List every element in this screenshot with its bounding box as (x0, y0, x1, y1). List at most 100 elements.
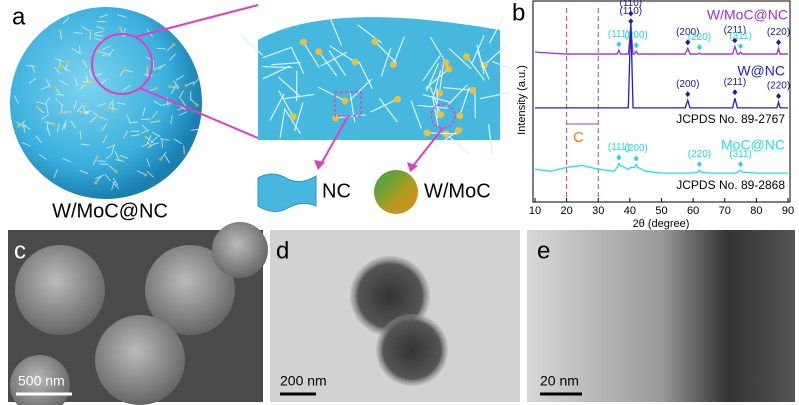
sheet (302, 41, 320, 68)
petal (170, 115, 173, 125)
peak-label: (111) (608, 142, 630, 153)
sheet (283, 107, 301, 134)
petal (143, 73, 153, 77)
petal (146, 170, 154, 178)
sheet (318, 86, 346, 102)
arrow-head (314, 160, 325, 170)
sheet (427, 132, 458, 135)
sheet (328, 49, 346, 76)
sheet (446, 84, 468, 107)
particle (58, 28, 62, 33)
petal (35, 135, 42, 144)
petal (153, 65, 162, 71)
particle (184, 83, 188, 88)
sheet (466, 56, 486, 81)
petal (79, 45, 81, 55)
particle (159, 157, 163, 161)
annotation: JCPDS No. 89-2767 (676, 112, 785, 126)
petal (99, 78, 108, 86)
x-tick-label: 50 (655, 205, 667, 217)
petal (53, 67, 61, 75)
petal (62, 17, 70, 25)
panel-label: d (276, 237, 289, 264)
particle (95, 315, 185, 405)
x-tick-label: 20 (561, 205, 573, 217)
peak-marker (633, 42, 639, 49)
petal (128, 121, 139, 124)
peak-marker (633, 155, 639, 162)
petal (104, 174, 112, 182)
sheet (271, 61, 302, 66)
hrtem-image (527, 230, 795, 402)
particle (95, 155, 99, 159)
particle (145, 66, 149, 70)
petal (94, 37, 103, 42)
petal (95, 174, 104, 180)
annotation: JCPDS No. 89-2868 (676, 178, 785, 192)
sheet (318, 51, 338, 77)
particle (53, 85, 58, 90)
xrd-chart: 10 20 30 40 50 60 70 80 90 2θ (degree) Intensity (… (516, 0, 794, 230)
peak-marker (616, 41, 622, 48)
panel-d: d 200 nm (270, 230, 520, 402)
sheet (426, 63, 440, 92)
petal (79, 169, 89, 175)
x-tick-label: 10 (529, 205, 541, 217)
petal (76, 104, 84, 113)
petal (180, 98, 187, 107)
petal (22, 123, 26, 133)
particle (16, 124, 21, 128)
particle (168, 101, 172, 105)
petal (178, 111, 188, 116)
petal (175, 75, 184, 81)
particle (394, 95, 402, 103)
sheet (349, 92, 356, 123)
particle (35, 105, 39, 109)
series-name: W@NC (737, 63, 785, 79)
zoom-line (139, 87, 259, 139)
petal (106, 144, 116, 149)
nc-icon (257, 173, 317, 212)
peak-label: (220) (767, 27, 790, 38)
petals (14, 14, 200, 191)
particle (111, 109, 115, 113)
particle (118, 26, 122, 30)
particle (148, 117, 152, 121)
petal (45, 78, 51, 88)
sheet (262, 46, 292, 59)
particle (195, 103, 199, 107)
petal (116, 102, 126, 105)
sheet (448, 47, 472, 70)
zoom-line (134, 4, 259, 38)
petal (36, 100, 45, 105)
sheet (284, 93, 315, 100)
petal (81, 25, 90, 32)
peak-label: (211) (724, 77, 747, 88)
x-tick-label: 60 (687, 205, 699, 217)
sheet (491, 60, 521, 73)
particle (172, 42, 176, 47)
sphere (10, 7, 202, 199)
petal (61, 121, 67, 131)
region-label: C (573, 129, 584, 146)
wmoc-icon (374, 170, 418, 214)
panel-label: c (14, 237, 26, 264)
particle (299, 38, 307, 46)
peak-marker (696, 161, 702, 168)
petal (70, 120, 77, 129)
particle (423, 129, 431, 137)
sheet (278, 90, 294, 117)
petal (40, 85, 50, 90)
particle (83, 102, 87, 106)
petal (41, 113, 50, 120)
particle (96, 50, 100, 54)
sheet (459, 87, 470, 117)
peak-marker (732, 89, 738, 96)
series-name: MoC@NC (721, 137, 785, 153)
sheet (349, 78, 373, 101)
panel-label: a (12, 3, 26, 30)
panel-label: b (512, 0, 525, 26)
petal (82, 59, 88, 69)
petal (94, 30, 104, 34)
petal (164, 154, 170, 164)
